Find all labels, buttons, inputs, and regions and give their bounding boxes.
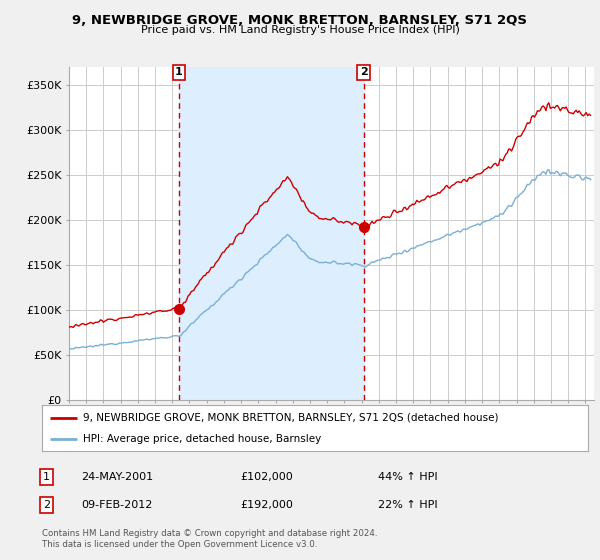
Text: £192,000: £192,000 (240, 500, 293, 510)
Text: 2: 2 (359, 67, 367, 77)
Text: 2: 2 (43, 500, 50, 510)
Text: HPI: Average price, detached house, Barnsley: HPI: Average price, detached house, Barn… (83, 434, 321, 444)
Text: 9, NEWBRIDGE GROVE, MONK BRETTON, BARNSLEY, S71 2QS: 9, NEWBRIDGE GROVE, MONK BRETTON, BARNSL… (73, 14, 527, 27)
Bar (179, 67, 364, 400)
Text: 9, NEWBRIDGE GROVE, MONK BRETTON, BARNSLEY, S71 2QS (detached house): 9, NEWBRIDGE GROVE, MONK BRETTON, BARNSL… (83, 413, 499, 423)
Text: 1: 1 (175, 67, 183, 77)
Text: Contains HM Land Registry data © Crown copyright and database right 2024.
This d: Contains HM Land Registry data © Crown c… (42, 529, 377, 549)
Text: 1: 1 (43, 472, 50, 482)
Text: £102,000: £102,000 (240, 472, 293, 482)
Text: 24-MAY-2001: 24-MAY-2001 (81, 472, 153, 482)
Text: 09-FEB-2012: 09-FEB-2012 (81, 500, 152, 510)
Text: Price paid vs. HM Land Registry's House Price Index (HPI): Price paid vs. HM Land Registry's House … (140, 25, 460, 35)
Text: 22% ↑ HPI: 22% ↑ HPI (378, 500, 437, 510)
Text: 44% ↑ HPI: 44% ↑ HPI (378, 472, 437, 482)
